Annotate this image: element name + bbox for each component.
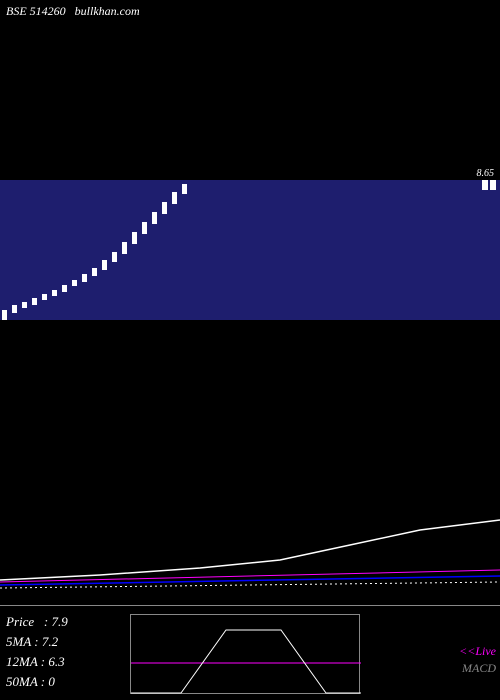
candle-bar	[112, 252, 117, 262]
candle-bar	[42, 294, 47, 300]
macd-chart	[130, 614, 360, 694]
chart-header: BSE 514260 bullkhan.com	[6, 4, 140, 19]
ma5-info: 5MA : 7.2	[6, 634, 58, 650]
ma12-info: 12MA : 6.3	[6, 654, 65, 670]
candle-bar	[162, 202, 167, 214]
candle-bar	[12, 305, 17, 313]
candle-bar	[62, 285, 67, 292]
candle-bar	[490, 180, 496, 190]
candle-bar	[92, 268, 97, 276]
candle-chart	[0, 180, 500, 320]
candle-bar	[22, 302, 27, 308]
candle-bar	[132, 232, 137, 244]
ma-line-chart	[0, 320, 500, 600]
candle-bar	[482, 180, 488, 190]
candle-bar	[182, 184, 187, 194]
candle-bar	[172, 192, 177, 204]
candle-bar	[2, 310, 7, 320]
candle-bar	[152, 212, 157, 224]
candle-bar	[32, 298, 37, 305]
price-axis-label: 8.65	[477, 168, 495, 179]
macd-label: MACD	[462, 661, 496, 676]
candle-bar	[52, 290, 57, 296]
candle-bar	[122, 242, 127, 254]
candle-bar	[72, 280, 77, 286]
info-panel: Price : 7.9 5MA : 7.2 12MA : 6.3 50MA : …	[0, 605, 500, 700]
candle-bar	[102, 260, 107, 270]
candle-bar	[82, 274, 87, 282]
price-line	[0, 520, 500, 580]
price-info: Price : 7.9	[6, 614, 68, 630]
candle-bar	[142, 222, 147, 234]
live-label: <<Live	[459, 644, 496, 659]
site-label: bullkhan.com	[75, 4, 140, 18]
ticker-label: BSE 514260	[6, 4, 66, 18]
ma50-info: 50MA : 0	[6, 674, 55, 690]
macd-line	[131, 630, 361, 693]
